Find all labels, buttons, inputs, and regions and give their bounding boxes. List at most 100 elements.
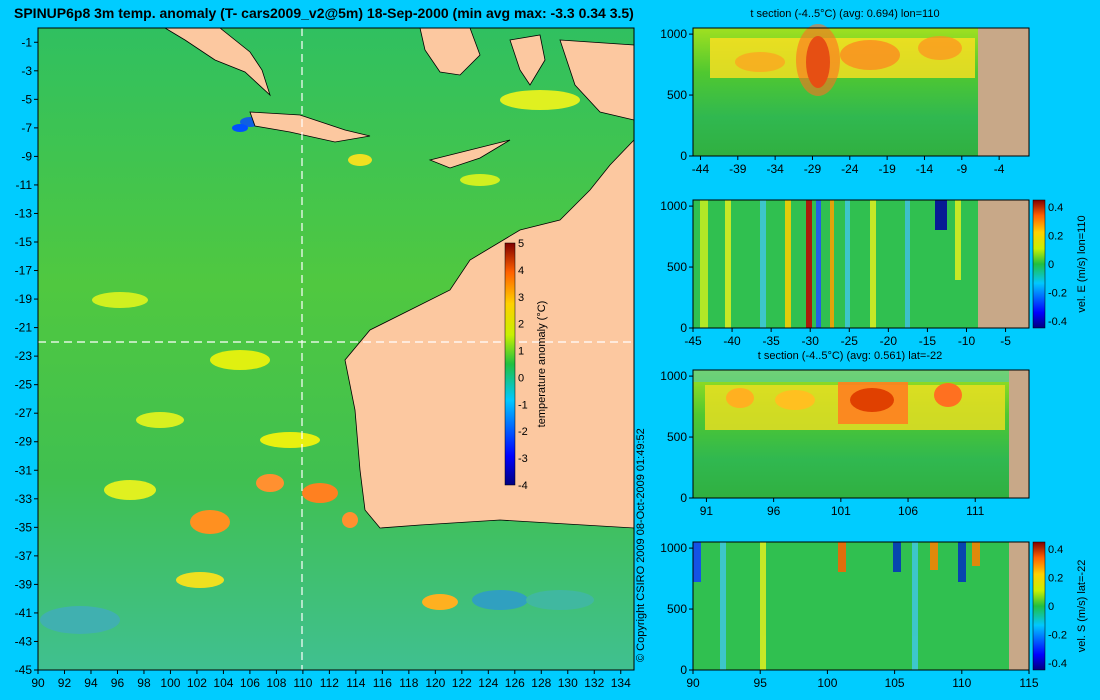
panel1-y-tick-label: 0: [680, 149, 687, 163]
panel3-y-ticks: 0 500 1000: [660, 369, 693, 505]
panel3-x-tick-label: 106: [898, 504, 918, 518]
panel4-colorbar-tick-label: 0.4: [1048, 544, 1063, 556]
panel3-y-tick-label: 0: [680, 491, 687, 505]
panel2-colorbar-tick-label: -0.2: [1048, 287, 1067, 299]
panel1-y-tick-label: 500: [667, 88, 687, 102]
map-y-tick-label: -25: [15, 378, 33, 392]
map-y-tick-label: -11: [16, 178, 33, 192]
map-y-tick-label: -27: [15, 406, 33, 420]
map-x-tick-label: 90: [31, 676, 45, 690]
map-y-tick-label: -21: [15, 321, 33, 335]
panel3-x-tick-label: 91: [700, 504, 714, 518]
panel2-y-ticks: 0 500 1000: [660, 199, 693, 335]
map-x-ticks: 90 92 94 96 98 100 102 104 106 108 110 112 114 116 118…: [31, 670, 631, 690]
panel4-colorbar-tick-label: 0.2: [1048, 573, 1063, 585]
panel1-x-tick-label: -29: [804, 162, 822, 176]
panel1-x-tick-label: -4: [994, 162, 1005, 176]
panel2-colorbar-ticks: 0.4 0.2 0 -0.2 -0.4: [1048, 202, 1067, 328]
panel2-y-tick-label: 0: [680, 321, 687, 335]
map-x-tick-label: 126: [505, 676, 525, 690]
map-y-tick-label: -5: [21, 92, 32, 106]
map-x-tick-label: 130: [558, 676, 578, 690]
panel3-title: t section (-4..5°C) (avg: 0.561) lat=-22: [758, 350, 942, 362]
panel2-x-ticks: -45 -40 -35 -30 -25 -20 -15 -10 -5: [684, 328, 1011, 348]
panel2-colorbar-tick-label: 0.4: [1048, 202, 1063, 214]
panel4-colorbar-tick-label: -0.4: [1048, 658, 1067, 670]
panel4-y-ticks: 0 500 1000: [660, 541, 693, 677]
map-x-tick-label: 132: [584, 676, 604, 690]
map-frame: [37, 27, 635, 671]
panel4-y-tick-label: 500: [667, 602, 687, 616]
map-x-tick-label: 104: [213, 676, 233, 690]
copyright-text: © Copyright CSIRO 2009 08-Oct-2009 01:49…: [635, 428, 647, 662]
panel1-y-tick-label: 1000: [660, 27, 687, 41]
panel4-x-tick-label: 115: [1019, 676, 1038, 690]
map-x-tick-label: 96: [111, 676, 125, 690]
panel4-colorbar-ticks: 0.4 0.2 0 -0.2 -0.4: [1048, 544, 1067, 670]
land-new-guinea: [559, 39, 635, 121]
map-y-tick-label: -13: [15, 206, 33, 220]
main-colorbar-tick-label: -2: [518, 426, 528, 438]
map-x-tick-label: 106: [240, 676, 260, 690]
panel1-x-tick-label: -44: [692, 162, 710, 176]
panel3-x-tick-label: 96: [767, 504, 781, 518]
main-colorbar-tick-label: 2: [518, 319, 524, 331]
map-x-tick-label: 110: [293, 676, 312, 690]
panel2-x-tick-label: -20: [880, 334, 898, 348]
map-x-tick-label: 134: [611, 676, 631, 690]
map-y-tick-label: -31: [15, 463, 33, 477]
panel2-colorbar-tick-label: -0.4: [1048, 316, 1067, 328]
main-colorbar-tick-label: 1: [518, 346, 524, 358]
map-x-tick-label: 92: [58, 676, 72, 690]
panel1-title: t section (-4..5°C) (avg: 0.694) lon=110: [750, 8, 939, 20]
map-y-tick-label: -45: [15, 663, 33, 677]
panel3-x-tick-label: 101: [831, 504, 851, 518]
map-y-tick-label: -9: [21, 149, 32, 163]
panel4-y-tick-label: 0: [680, 663, 687, 677]
panel2-x-tick-label: -15: [919, 334, 937, 348]
panel4-y-tick-label: 1000: [660, 541, 687, 555]
panel2-y-tick-label: 500: [667, 260, 687, 274]
panel2-colorbar-tick-label: 0: [1048, 259, 1054, 271]
map-y-tick-label: -3: [21, 64, 32, 78]
land-java: [249, 111, 371, 143]
map-y-tick-label: -35: [15, 520, 33, 534]
panel3-y-tick-label: 500: [667, 430, 687, 444]
panel4-x-tick-label: 90: [686, 676, 700, 690]
map-x-tick-label: 118: [399, 676, 418, 690]
panel1-x-tick-label: -24: [841, 162, 859, 176]
panel2-x-tick-label: -25: [841, 334, 859, 348]
panel4-colorbar: [1032, 541, 1046, 671]
land-indonesia-sumatra: [163, 27, 271, 97]
main-colorbar-tick-label: 5: [518, 238, 524, 250]
map-y-tick-label: -43: [15, 634, 33, 648]
colorbar-label: temperature anomaly (°C): [536, 301, 548, 428]
map-x-tick-label: 98: [137, 676, 151, 690]
land-sulawesi: [509, 34, 546, 86]
map-x-tick-label: 120: [425, 676, 445, 690]
map-y-tick-label: -33: [15, 492, 33, 506]
main-map: 90 92 94 96 98 100 102 104 106 108 110 112 114 116 118…: [15, 27, 635, 690]
map-x-tick-label: 114: [346, 676, 365, 690]
panel1-y-ticks: 0 500 1000: [660, 27, 693, 163]
panel1-x-tick-label: -39: [729, 162, 747, 176]
main-colorbar-tick-label: 0: [518, 372, 524, 384]
map-y-tick-label: -19: [15, 292, 33, 306]
panel-vel-s: 90 95 100 105 110 115 0 500 1000 0.4 0.2 0 -0.2 -0.…: [660, 541, 1088, 690]
panel4-x-tick-label: 100: [817, 676, 837, 690]
map-x-tick-label: 102: [187, 676, 207, 690]
panel-t-section-lat: t section (-4..5°C) (avg: 0.561) lat=-22…: [660, 350, 1030, 518]
panel4-colorbar-tick-label: 0: [1048, 601, 1054, 613]
land-australia: [344, 139, 635, 529]
main-colorbar-tick-label: 4: [518, 265, 524, 277]
panel4-x-tick-label: 110: [952, 676, 971, 690]
panel3-x-ticks: 91 96 101 106 111: [700, 498, 985, 518]
panel2-x-tick-label: -5: [1000, 334, 1011, 348]
panel2-x-tick-label: -10: [958, 334, 976, 348]
map-x-tick-label: 108: [266, 676, 286, 690]
panel2-x-tick-label: -45: [684, 334, 702, 348]
map-y-tick-label: -17: [15, 264, 33, 278]
panel1-x-tick-label: -9: [956, 162, 967, 176]
panel2-colorbar-label: vel. E (m/s) lon=110: [1076, 215, 1088, 312]
panel3-x-tick-label: 111: [966, 504, 985, 518]
